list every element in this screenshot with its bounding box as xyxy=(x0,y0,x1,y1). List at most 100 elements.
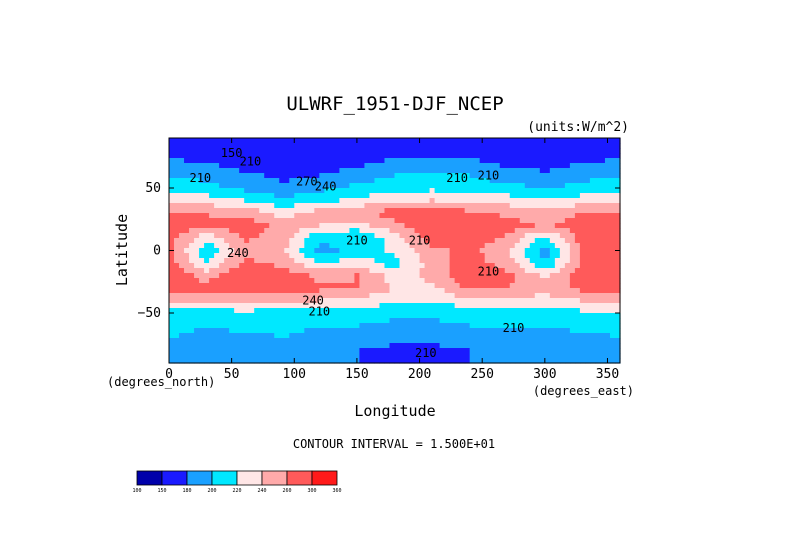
field-cell xyxy=(359,308,366,314)
field-cell xyxy=(579,288,586,294)
field-cell xyxy=(404,208,411,214)
field-cell xyxy=(559,223,566,229)
field-cell xyxy=(604,313,611,319)
field-cell xyxy=(514,173,521,179)
field-cell xyxy=(254,298,260,304)
field-cell xyxy=(199,253,205,259)
field-cell xyxy=(454,303,461,309)
field-cell xyxy=(419,228,426,234)
field-cell xyxy=(494,213,501,219)
field-cell xyxy=(614,343,621,349)
field-cell xyxy=(459,138,466,144)
field-cell xyxy=(534,338,541,344)
field-cell xyxy=(604,253,611,259)
field-cell xyxy=(414,193,421,199)
field-cell xyxy=(439,343,446,349)
field-cell xyxy=(304,178,310,184)
field-cell xyxy=(569,273,576,279)
field-cell xyxy=(464,313,471,319)
field-cell xyxy=(304,273,310,279)
field-cell xyxy=(204,283,210,289)
field-cell xyxy=(304,153,310,159)
field-cell xyxy=(504,353,511,359)
field-cell xyxy=(274,303,280,309)
field-cell xyxy=(189,168,195,174)
field-cell xyxy=(414,308,421,314)
field-cell xyxy=(289,243,295,249)
field-cell xyxy=(514,333,521,339)
field-cell xyxy=(289,273,295,279)
field-cell xyxy=(279,158,285,164)
field-cell xyxy=(214,358,220,364)
field-cell xyxy=(389,238,396,244)
field-cell xyxy=(374,138,381,144)
field-cell xyxy=(494,333,501,339)
field-cell xyxy=(384,163,391,169)
field-cell xyxy=(569,233,576,239)
field-cell xyxy=(319,268,325,274)
field-cell xyxy=(249,178,255,184)
field-cell xyxy=(499,228,506,234)
field-cell xyxy=(604,213,611,219)
field-cell xyxy=(389,258,396,264)
field-cell xyxy=(469,188,476,194)
field-cell xyxy=(184,333,190,339)
field-cell xyxy=(459,203,466,209)
field-cell xyxy=(604,283,611,289)
field-cell xyxy=(314,298,320,304)
field-cell xyxy=(564,323,571,329)
field-cell xyxy=(214,138,220,144)
field-cell xyxy=(264,288,270,294)
field-cell xyxy=(304,148,310,154)
field-cell xyxy=(564,293,571,299)
field-cell xyxy=(279,358,285,364)
field-cell xyxy=(239,158,245,164)
field-cell xyxy=(474,268,481,274)
field-cell xyxy=(609,163,616,169)
field-cell xyxy=(329,213,335,219)
field-cell xyxy=(504,158,511,164)
field-cell xyxy=(279,173,285,179)
field-cell xyxy=(299,163,305,169)
field-cell xyxy=(374,193,381,199)
field-cell xyxy=(269,333,275,339)
field-cell xyxy=(409,263,416,269)
field-cell xyxy=(489,328,496,334)
field-cell xyxy=(284,153,290,159)
field-cell xyxy=(584,248,591,254)
field-cell xyxy=(579,308,586,314)
field-cell xyxy=(574,233,581,239)
field-cell xyxy=(574,198,581,204)
field-cell xyxy=(594,178,601,184)
field-cell xyxy=(499,183,506,189)
field-cell xyxy=(504,258,511,264)
field-cell xyxy=(184,313,190,319)
field-cell xyxy=(564,203,571,209)
field-cell xyxy=(504,238,511,244)
field-cell xyxy=(259,283,265,289)
field-cell xyxy=(549,258,556,264)
field-cell xyxy=(519,318,526,324)
field-cell xyxy=(344,143,350,149)
field-cell xyxy=(574,223,581,229)
field-cell xyxy=(429,218,436,224)
field-cell xyxy=(524,138,531,144)
field-cell xyxy=(349,358,356,364)
field-cell xyxy=(529,303,536,309)
field-cell xyxy=(199,343,205,349)
field-cell xyxy=(324,163,330,169)
field-cell xyxy=(234,263,240,269)
field-cell xyxy=(574,208,581,214)
field-cell xyxy=(469,248,476,254)
field-cell xyxy=(534,333,541,339)
field-cell xyxy=(559,303,566,309)
field-cell xyxy=(484,333,491,339)
field-cell xyxy=(179,343,185,349)
field-cell xyxy=(269,233,275,239)
field-cell xyxy=(264,283,270,289)
field-cell xyxy=(419,208,426,214)
field-cell xyxy=(344,258,350,264)
field-cell xyxy=(529,333,536,339)
field-cell xyxy=(429,308,436,314)
field-cell xyxy=(549,293,556,299)
